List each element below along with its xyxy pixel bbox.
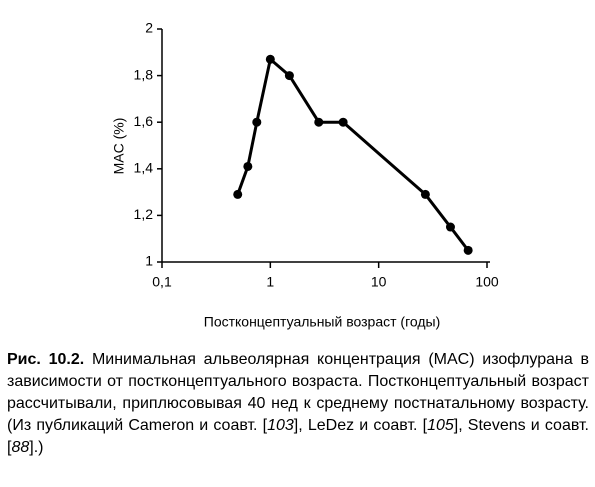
data-point bbox=[420, 189, 430, 199]
data-point bbox=[252, 117, 262, 127]
y-tick-label: 1 bbox=[145, 253, 153, 269]
data-line bbox=[236, 57, 470, 252]
x-tick-label: 0,1 bbox=[152, 274, 172, 290]
caption-text: ], LeDez и соавт. [ bbox=[293, 417, 428, 434]
x-tick-label: 100 bbox=[475, 274, 499, 290]
chart: MAC (%) Постконцептуальный возраст (годы… bbox=[111, 20, 499, 330]
caption-text: Минимальная альвеолярная концентрация (M… bbox=[7, 351, 590, 434]
caption: Рис. 10.2. Минимальная альвеолярная конц… bbox=[7, 349, 589, 459]
reference-number: 105 bbox=[427, 417, 454, 434]
data-point bbox=[265, 54, 275, 64]
caption-text: ].) bbox=[29, 439, 44, 456]
y-tick-label: 2 bbox=[145, 20, 153, 36]
x-tick-label: 1 bbox=[266, 274, 274, 290]
data-point bbox=[463, 245, 473, 255]
data-point bbox=[445, 222, 455, 232]
data-point bbox=[314, 117, 324, 127]
data-point bbox=[284, 71, 294, 81]
caption-text: ], Stevens и соавт. [ bbox=[7, 417, 589, 456]
y-axis-label: MAC (%) bbox=[111, 118, 127, 175]
y-tick-label: 1,4 bbox=[134, 160, 154, 176]
x-axis-label: Постконцептуальный возраст (годы) bbox=[204, 314, 441, 330]
caption-label: Рис. 10.2. bbox=[7, 351, 85, 368]
data-point bbox=[243, 161, 253, 171]
data-point bbox=[338, 117, 348, 127]
reference-number: 88 bbox=[11, 439, 30, 456]
data-point bbox=[233, 189, 243, 199]
y-tick-label: 1,2 bbox=[134, 206, 154, 222]
y-tick-label: 1,6 bbox=[134, 113, 154, 129]
y-tick-label: 1,8 bbox=[134, 66, 154, 82]
reference-number: 103 bbox=[267, 417, 294, 434]
x-tick-label: 10 bbox=[371, 274, 387, 290]
